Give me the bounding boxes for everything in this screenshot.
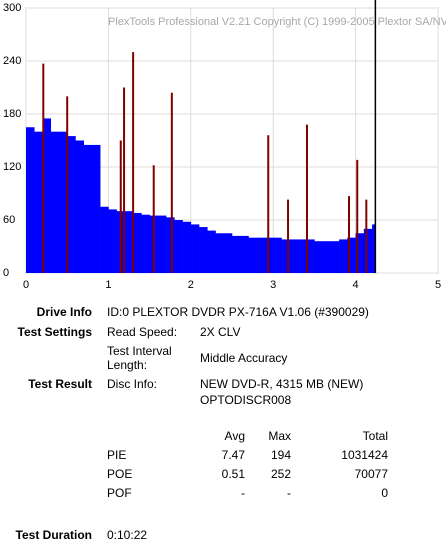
pie-bar <box>67 136 76 273</box>
value: ID:0 PLEXTOR DVDR PX-716A V1.06 (#390029… <box>107 305 369 319</box>
pie-bar <box>199 227 208 273</box>
table-cell: 70077 <box>355 467 389 481</box>
y-tick-label: 240 <box>3 55 21 67</box>
value: Middle Accuracy <box>200 351 287 365</box>
pie-bar <box>124 211 134 273</box>
x-tick-label: 2 <box>188 279 194 291</box>
pie-bar <box>75 140 84 273</box>
pie-bar <box>141 214 150 273</box>
pie-bar <box>232 235 241 273</box>
table-header: Avg <box>225 429 245 443</box>
table-cell: POE <box>107 467 132 481</box>
pie-bar <box>26 127 35 273</box>
pie-bar <box>34 131 43 273</box>
pie-bar <box>133 212 142 273</box>
x-tick-label: 5 <box>435 279 441 291</box>
label: Test Duration <box>16 528 92 542</box>
pie-bar <box>157 215 167 273</box>
table-cell: PIE <box>107 448 126 462</box>
table-cell: 1031424 <box>341 448 388 462</box>
pie-bar <box>166 217 175 273</box>
label: Test Interval <box>107 344 172 358</box>
pie-bar <box>289 239 299 273</box>
value: NEW DVD-R, 4315 MB (NEW) <box>200 377 363 391</box>
y-tick-label: 300 <box>3 2 21 14</box>
label: Length: <box>107 358 147 372</box>
y-tick-label: 120 <box>3 161 21 173</box>
chart-title: PlexTools Professional V2.21 Copyright (… <box>108 16 446 28</box>
y-tick-label: 60 <box>3 214 15 226</box>
pie-bar <box>58 131 68 273</box>
table-cell: - <box>287 486 291 500</box>
table-header: Max <box>268 429 291 443</box>
pie-bar <box>91 144 101 273</box>
x-tick-label: 3 <box>270 279 276 291</box>
x-tick-label: 1 <box>105 279 111 291</box>
pie-bar <box>256 237 266 273</box>
x-tick-label: 0 <box>23 279 29 291</box>
table-cell: - <box>241 486 245 500</box>
table-cell: 7.47 <box>222 448 246 462</box>
pie-bar <box>330 241 340 273</box>
pie-bar <box>339 239 348 273</box>
table-cell: 194 <box>271 448 291 462</box>
pie-bar <box>50 131 60 273</box>
label: Disc Info: <box>107 377 157 391</box>
pie-bar <box>223 233 233 273</box>
pie-bar <box>100 206 109 273</box>
pie-bar <box>306 239 315 273</box>
table-header: Total <box>363 429 388 443</box>
table-cell: POF <box>107 486 132 500</box>
pie-bar <box>42 118 52 274</box>
pie-bar <box>372 224 376 273</box>
table-cell: 252 <box>271 467 291 481</box>
value: OPTODISCR008 <box>200 393 291 407</box>
pie-bar <box>207 230 216 273</box>
label: Test Result <box>28 377 92 391</box>
pie-bar <box>240 235 249 273</box>
label: Drive Info <box>37 305 92 319</box>
table-cell: 0 <box>381 486 388 500</box>
pie-bar <box>297 239 307 273</box>
value: 0:10:22 <box>107 528 147 542</box>
pie-bar <box>355 233 365 273</box>
pie-bar <box>322 241 332 273</box>
label: Read Speed: <box>107 325 177 339</box>
pie-bar <box>248 237 258 273</box>
value: 2X CLV <box>200 325 240 339</box>
pie-bar <box>83 144 93 273</box>
y-tick-label: 180 <box>3 108 21 120</box>
pie-bar <box>215 233 225 273</box>
pie-bar <box>273 237 282 273</box>
y-tick-label: 0 <box>3 267 9 279</box>
pie-bar <box>108 209 117 273</box>
pie-bar <box>281 239 290 273</box>
pie-bar <box>314 241 323 273</box>
pie-bar <box>182 221 192 273</box>
pie-bar <box>174 220 183 273</box>
pie-bar <box>190 224 200 273</box>
table-cell: 0.51 <box>222 467 246 481</box>
pie-bar <box>347 237 356 273</box>
label: Test Settings <box>18 325 93 339</box>
pie-bar <box>363 228 373 273</box>
x-tick-label: 4 <box>353 279 359 291</box>
